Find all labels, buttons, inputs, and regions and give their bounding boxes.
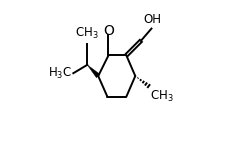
Text: H$_3$C: H$_3$C bbox=[48, 66, 72, 81]
Text: CH$_3$: CH$_3$ bbox=[75, 26, 99, 41]
Text: O: O bbox=[103, 24, 114, 38]
Text: OH: OH bbox=[143, 13, 161, 26]
Text: CH$_3$: CH$_3$ bbox=[150, 88, 173, 104]
Polygon shape bbox=[87, 65, 100, 78]
